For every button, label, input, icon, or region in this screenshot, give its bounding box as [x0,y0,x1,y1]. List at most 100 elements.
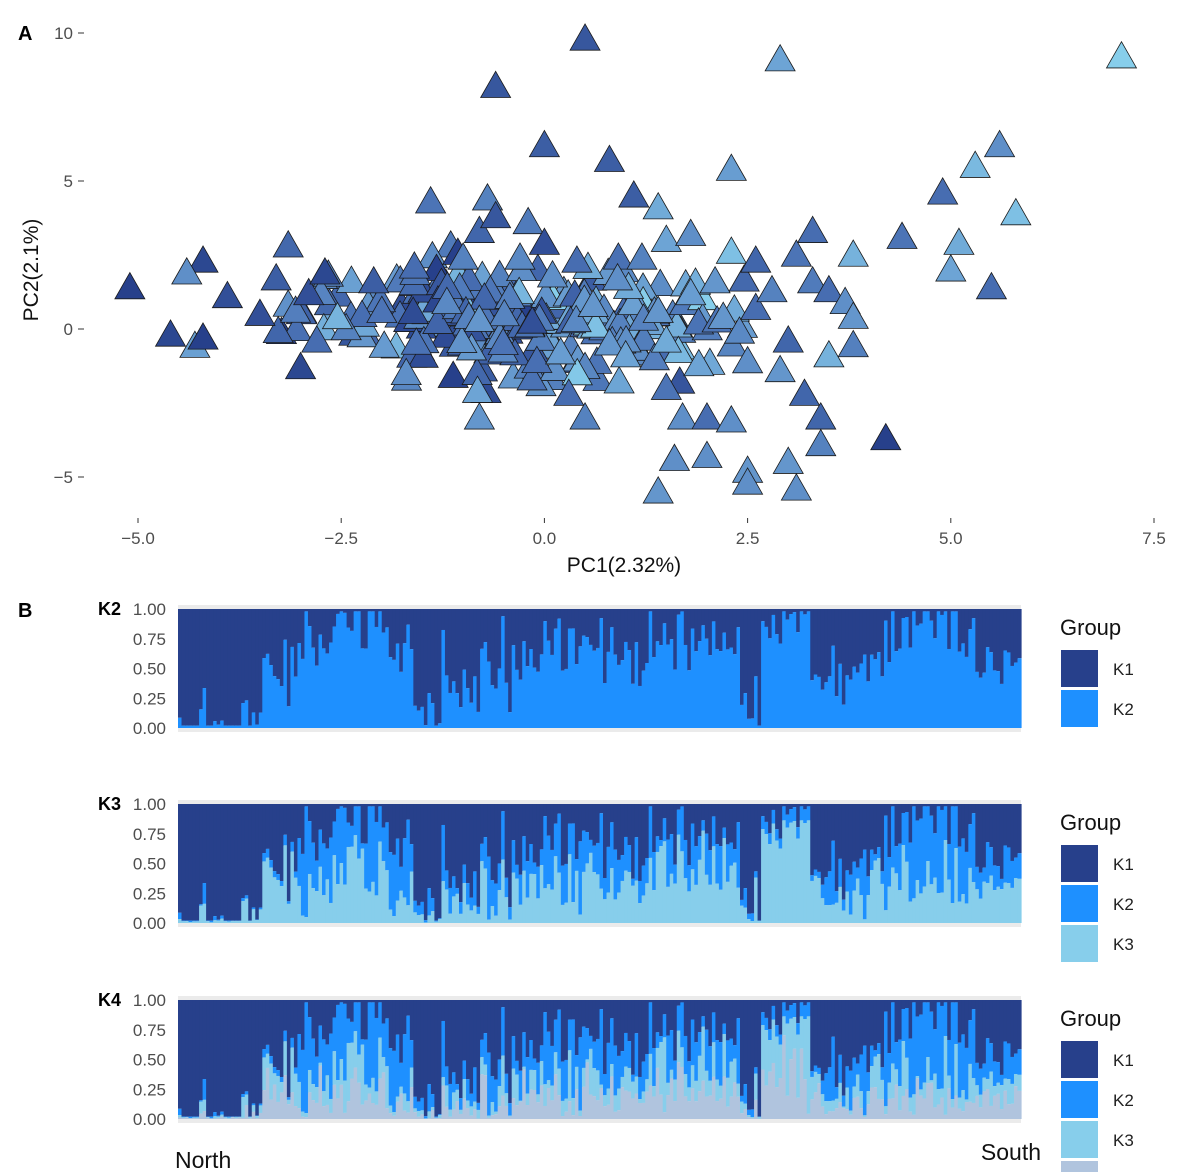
ancestry-bar-k3 [518,1100,523,1102]
ancestry-bar-k1 [199,1000,204,1101]
ancestry-bar-k2 [803,1005,808,1020]
ancestry-bar-k4 [385,1108,390,1119]
ancestry-bar-k1 [571,1000,576,1020]
ancestry-bar-k1 [487,1000,492,1053]
ancestry-bar-k1 [764,1000,769,1018]
ancestry-bar-k2 [339,1002,344,1060]
ancestry-bar-k3 [574,1066,580,1090]
pca-point [521,345,553,373]
ancestry-bar-k1 [971,609,976,619]
ancestry-bar-k1 [873,1000,878,1051]
ancestry-bar-k1 [761,1000,766,1013]
legend-label: K2 [1113,895,1134,914]
ancestry-bar-k1 [178,609,183,718]
ancestry-bar-k1 [676,1000,681,1006]
ancestry-bar-k4 [395,1101,400,1119]
ancestry-bar-k3 [318,866,323,923]
legend-label: K3 [1113,1131,1134,1150]
ancestry-bar-k1 [378,609,383,612]
ancestry-bar-k3 [392,1111,397,1116]
ancestry-bar-k1 [975,609,980,672]
pca-point [479,70,512,98]
ancestry-bar-k2 [497,668,502,728]
ancestry-bar-k3 [803,1019,808,1080]
ancestry-bar-k1 [627,609,632,651]
ancestry-bar-k2 [427,1084,432,1112]
ancestry-bar-k1 [248,804,253,921]
ancestry-bar-k3 [725,1077,731,1107]
ancestry-bar-k2 [764,626,769,728]
ancestry-bar-k2 [768,833,773,845]
ancestry-bar-k2 [364,648,369,728]
pca-point [366,295,398,323]
ancestry-bar-k2 [178,912,183,920]
ancestry-bar-k2 [792,612,797,728]
ancestry-bar-k1 [701,804,706,821]
ancestry-bar-k3 [680,1047,685,1067]
ancestry-bar-k1 [789,1000,794,1006]
ancestry-bar-k2 [711,1012,717,1043]
ancestry-bar-k2 [367,611,372,728]
ancestry-bar-k2 [420,706,425,728]
ancestry-bar-k2 [961,1034,966,1091]
ancestry-bar-k3 [652,890,657,923]
ancestry-bar-k1 [694,1000,699,1043]
ancestry-bar-k2 [989,652,994,728]
ancestry-bar-k4 [501,1095,506,1119]
ancestry-bar-k1 [511,609,516,646]
ancestry-bar-k1 [687,609,692,671]
ancestry-bar-k2 [957,651,962,728]
ancestry-bar-k1 [314,1000,320,1057]
ancestry-bar-k2 [473,676,478,728]
ancestry-bar-k2 [223,725,228,728]
ancestry-bar-k4 [448,1116,453,1119]
ancestry-bar-k2 [722,1023,727,1035]
ancestry-bar-k3 [406,905,411,923]
ancestry-bar-k2 [322,1039,327,1092]
ancestry-bar-k1 [585,1000,590,1029]
ancestry-bar-k1 [957,609,962,652]
ancestry-bar-k4 [694,1101,699,1119]
ancestry-bar-k4 [357,1082,362,1119]
ancestry-bar-k2 [437,918,443,920]
ancestry-bar-k2 [392,659,397,728]
ancestry-bar-k1 [680,609,685,612]
ancestry-bar-k1 [701,609,706,626]
ancestry-bar-k2 [662,623,667,728]
ancestry-bar-k3 [325,879,330,923]
ancestry-bar-k2 [297,838,302,886]
ancestry-bar-k1 [887,609,892,663]
ancestry-bar-k3 [936,893,941,923]
ancestry-bar-k1 [996,1000,1001,1063]
ancestry-bar-k3 [469,910,474,923]
ancestry-bar-k3 [318,1062,323,1066]
ancestry-bar-k3 [894,1069,899,1085]
ancestry-bar-k1 [1017,1000,1022,1050]
ancestry-bar-k3 [743,907,748,923]
ancestry-bar-k2 [487,661,492,728]
ancestry-bar-k3 [279,1082,284,1093]
ancestry-bar-k3 [940,892,945,923]
ancestry-bar-k1 [982,609,987,673]
ancestry-bar-k3 [947,879,952,923]
ancestry-bar-k1 [406,804,411,820]
pca-point [943,227,975,255]
ancestry-bar-k2 [778,1034,783,1045]
ancestry-bar-k4 [606,1104,611,1119]
ancestry-bar-k1 [722,804,727,828]
ancestry-bar-k2 [869,849,875,871]
ancestry-bar-k1 [402,1000,407,1035]
ancestry-bar-k1 [905,1000,910,1009]
ancestry-bar-k3 [676,834,681,923]
ancestry-bar-k3 [992,1086,998,1096]
ancestry-bar-k3 [729,1061,734,1097]
ancestry-bar-k1 [999,1000,1005,1075]
pca-point [691,440,723,468]
ancestry-bar-k1 [564,1000,569,1060]
ancestry-bar-k1 [796,609,801,633]
ancestry-bar-k2 [764,1017,769,1031]
ancestry-bar-k4 [346,1101,351,1119]
ancestry-bar-k2 [543,1012,548,1085]
ancestry-bar-k1 [448,1000,453,1084]
ancestry-bar-k4 [511,1098,516,1119]
